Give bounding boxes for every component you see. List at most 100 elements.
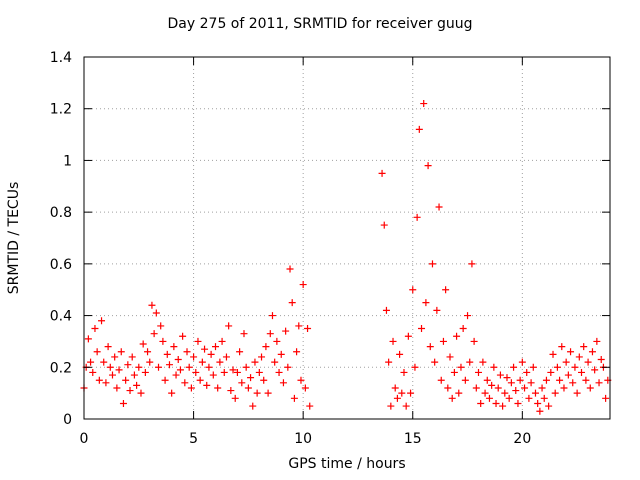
data-point bbox=[578, 368, 586, 376]
data-point bbox=[126, 387, 134, 395]
data-point bbox=[597, 356, 605, 364]
data-point bbox=[442, 286, 450, 294]
data-point bbox=[209, 371, 217, 379]
data-point bbox=[174, 356, 182, 364]
data-point bbox=[483, 376, 491, 384]
data-point bbox=[196, 376, 204, 384]
data-point bbox=[503, 374, 511, 382]
data-point bbox=[244, 384, 252, 392]
data-point bbox=[148, 301, 156, 309]
data-point bbox=[225, 322, 233, 330]
data-point bbox=[290, 394, 298, 402]
data-point bbox=[409, 286, 417, 294]
data-point bbox=[84, 335, 92, 343]
data-point bbox=[268, 312, 276, 320]
data-point bbox=[415, 125, 423, 133]
data-point bbox=[222, 353, 230, 361]
data-point bbox=[249, 402, 257, 410]
data-point bbox=[521, 384, 529, 392]
data-point bbox=[527, 379, 535, 387]
data-point bbox=[562, 358, 570, 366]
data-point bbox=[518, 358, 526, 366]
x-tick-label: 5 bbox=[189, 431, 198, 447]
y-tick-label: 0.4 bbox=[50, 309, 72, 325]
data-point bbox=[448, 394, 456, 402]
data-point bbox=[98, 317, 106, 325]
data-point bbox=[231, 394, 239, 402]
data-point bbox=[556, 376, 564, 384]
data-point bbox=[512, 387, 520, 395]
data-point bbox=[137, 389, 145, 397]
data-point bbox=[396, 350, 404, 358]
data-point bbox=[89, 368, 97, 376]
data-point bbox=[571, 363, 579, 371]
data-point bbox=[100, 358, 108, 366]
data-point bbox=[179, 332, 187, 340]
data-point bbox=[236, 348, 244, 356]
data-point bbox=[279, 379, 287, 387]
data-point bbox=[277, 350, 285, 358]
data-point bbox=[130, 371, 138, 379]
data-point bbox=[102, 379, 110, 387]
data-point bbox=[466, 358, 474, 366]
data-point bbox=[549, 350, 557, 358]
data-point bbox=[172, 371, 180, 379]
data-point bbox=[262, 343, 270, 351]
data-point bbox=[477, 399, 485, 407]
data-point bbox=[220, 368, 228, 376]
data-point bbox=[422, 299, 430, 307]
data-point bbox=[490, 363, 498, 371]
data-point bbox=[181, 379, 189, 387]
data-point bbox=[437, 376, 445, 384]
plot-frame bbox=[83, 56, 611, 420]
data-point bbox=[468, 260, 476, 268]
data-point bbox=[119, 399, 127, 407]
data-point bbox=[523, 368, 531, 376]
data-point bbox=[553, 363, 561, 371]
data-point bbox=[93, 348, 101, 356]
data-point bbox=[286, 265, 294, 273]
data-point bbox=[481, 389, 489, 397]
data-point bbox=[595, 379, 603, 387]
data-point bbox=[378, 169, 386, 177]
data-point bbox=[284, 363, 292, 371]
axis-ticks: 0 0.2 0.4 0.6 0.8 1 1.2 1.4 0 5 10 15 20 bbox=[50, 50, 610, 447]
data-point bbox=[461, 376, 469, 384]
data-point bbox=[593, 337, 601, 345]
data-point bbox=[113, 384, 121, 392]
data-point bbox=[288, 299, 296, 307]
data-point bbox=[170, 343, 178, 351]
data-point bbox=[150, 330, 158, 338]
data-point bbox=[133, 381, 141, 389]
data-point bbox=[426, 343, 434, 351]
data-point bbox=[470, 337, 478, 345]
data-point bbox=[428, 260, 436, 268]
data-point bbox=[433, 306, 441, 314]
data-point bbox=[453, 332, 461, 340]
y-tick-label: 1 bbox=[63, 153, 72, 169]
data-point bbox=[387, 402, 395, 410]
data-point bbox=[301, 384, 309, 392]
data-point bbox=[198, 358, 206, 366]
data-point bbox=[567, 348, 575, 356]
data-point bbox=[385, 358, 393, 366]
data-point bbox=[183, 348, 191, 356]
data-point bbox=[602, 394, 610, 402]
data-point bbox=[165, 361, 173, 369]
data-point bbox=[95, 376, 103, 384]
data-point bbox=[218, 337, 226, 345]
x-axis-label: GPS time / hours bbox=[288, 456, 406, 472]
data-point bbox=[152, 309, 160, 317]
data-point bbox=[400, 368, 408, 376]
data-point bbox=[304, 325, 312, 332]
data-point bbox=[488, 381, 496, 389]
data-point bbox=[558, 343, 566, 351]
data-point bbox=[580, 343, 588, 351]
data-point bbox=[293, 348, 301, 356]
data-point bbox=[516, 376, 524, 384]
data-point bbox=[472, 384, 480, 392]
data-point bbox=[275, 368, 283, 376]
y-tick-label: 0 bbox=[63, 412, 72, 428]
data-point bbox=[253, 389, 261, 397]
data-point bbox=[505, 394, 513, 402]
